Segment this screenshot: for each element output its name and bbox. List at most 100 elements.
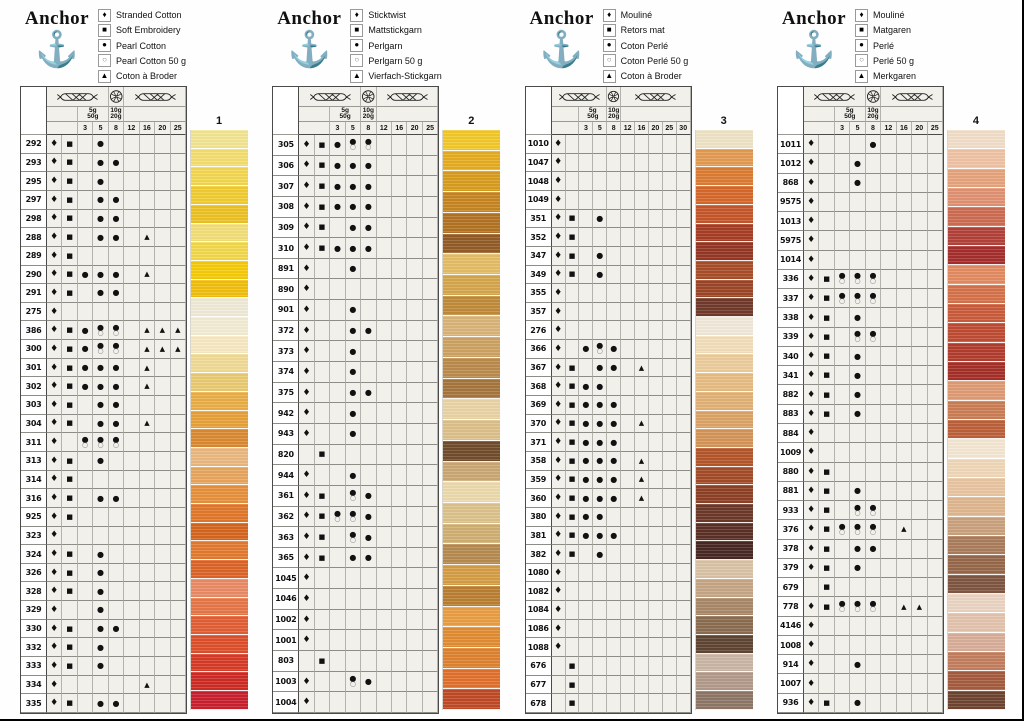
swatch-band-1014 [947,245,1005,266]
mark-cell [881,443,897,463]
mark-cell [676,228,691,247]
mark-cell [676,451,691,471]
swatch-band-308 [443,192,501,213]
size-header-spacer [47,122,78,135]
broder-triangle-icon: ▲ [175,344,181,353]
mark-cell: ■ [819,385,835,405]
legend-symbol-icon: ♦ [854,8,868,22]
soft-embroidery-square-icon: ■ [568,494,576,503]
mark-cell [407,630,423,652]
stranded-diamond-icon: ♦ [807,196,816,207]
mark-cell: ● ○ [593,340,608,359]
stranded-diamond-icon: ♦ [807,254,816,265]
mark-cell [648,153,663,173]
mark-cell [422,609,439,631]
pearl-cotton-dot-icon: ● [97,605,105,615]
shade-number: 349 [525,265,552,285]
swatch-band-334 [191,672,248,692]
mark-cell [77,153,94,173]
mark-cell [896,481,913,502]
mark-cell [93,470,109,490]
mark-cell [407,300,423,321]
swatch-band-1010 [695,130,753,149]
mark-cell [896,192,913,213]
mark-cell: ● [361,506,377,528]
mark-cell: ● ○ [345,485,362,507]
mark-cell [376,176,392,197]
pearl-cotton-dot-icon: ● [854,599,862,609]
shade-number: 944 [273,465,300,486]
pearl-cotton-dot-icon: ● [364,202,372,212]
mark-cell [662,619,677,639]
pearl-cotton-dot-icon: ● [97,661,105,671]
mark-cell [108,451,125,471]
mark-cell: ♦ [803,231,820,251]
mark-cell [108,563,125,583]
mark-cell [819,423,835,444]
mark-cell: ● ○ [865,289,882,309]
pearl-cotton-dot-icon: ● [596,381,604,391]
legend-label: Perlgarn 50 g [368,55,423,66]
mark-cell: ● [361,217,377,239]
mark-cell [77,489,94,508]
mark-cell [834,578,851,598]
mark-cell [124,358,140,378]
mark-cell [881,616,897,636]
mark-cell: ● [93,135,109,154]
mark-cell [361,692,377,713]
size-header-25: 25 [927,122,943,135]
stranded-diamond-icon: ♦ [554,287,563,298]
mark-cell [391,609,408,631]
mark-cell: ♦ [47,414,63,434]
mark-cell: ■ [62,190,78,210]
mark-cell [819,154,835,174]
mark-cell [881,173,897,193]
mark-cell: ■ [565,377,580,397]
swatch-band-380 [695,504,753,523]
swatch-band-942 [443,399,501,421]
mark-cell: ■ [314,238,331,259]
swatch-band-358 [695,447,753,467]
mark-cell: ● ○ [345,527,362,548]
size-header-spacer [299,122,331,135]
swatch-band-361 [443,482,501,503]
mark-cell: ♦ [299,155,315,177]
pearl-cotton-dot-icon: ● [333,181,341,191]
mark-cell: ♦ [299,362,315,383]
mark-cell: ♦ [551,153,566,173]
swatch-column: 2 [442,86,501,714]
pearl-cotton-dot-icon: ● [97,322,105,332]
mark-cell [896,173,913,193]
mark-cell [376,196,392,218]
mark-cell [896,327,913,347]
mark-cell [621,470,636,490]
stranded-diamond-icon: ♦ [302,532,311,543]
mark-cell [579,582,594,602]
stranded-diamond-icon: ♦ [554,586,563,597]
mark-cell [912,173,928,193]
legend-item: ▲ Coton à Broder [602,69,754,83]
pearl-cotton-dot-icon: ● [97,434,105,444]
pearl-cotton-50g-circle-icon: ○ [97,347,104,356]
pearl-cotton-dot-icon: ● [582,493,590,503]
mark-cell [662,507,677,527]
pearl-and-pearl50g-mark: ● ○ [97,434,105,448]
mark-cell [881,231,897,251]
shade-number: 1013 [777,212,804,232]
mark-cell: ■ [62,284,78,303]
mark-cell [819,231,835,251]
mark-cell [850,674,866,694]
stranded-diamond-icon: ♦ [302,201,311,212]
mark-cell [155,172,171,191]
mark-cell [139,470,156,490]
weight-bottom: 20g [110,113,122,120]
pearl-and-pearl50g-mark: ● ○ [854,503,861,516]
mark-cell [927,443,943,463]
soft-embroidery-square-icon: ■ [318,202,326,211]
mark-cell: ♦ [803,558,820,579]
swatch-band-300 [191,335,248,355]
mark-cell [108,675,125,695]
pearl-cotton-50g-circle-icon: ○ [854,527,861,536]
mark-cell: ■ [62,414,78,434]
swatch-band-1002 [443,606,501,628]
